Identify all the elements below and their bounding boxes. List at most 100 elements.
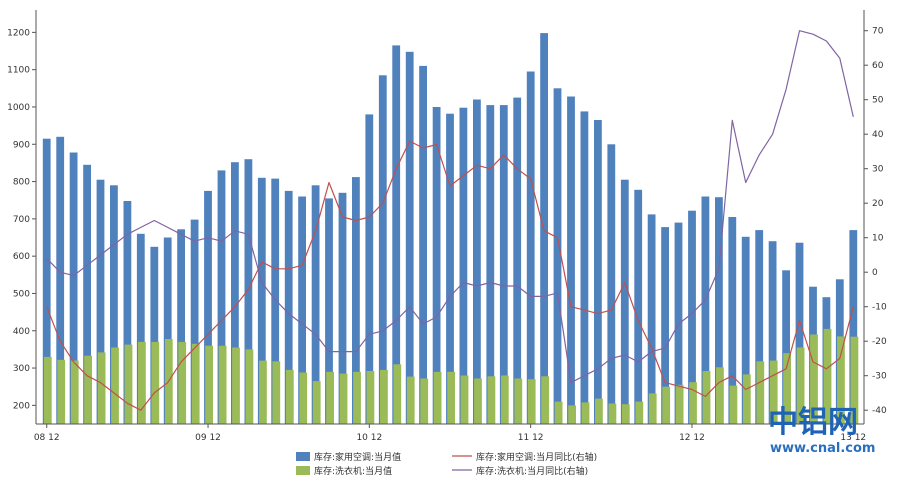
x-tick-label: 09 12 — [195, 433, 221, 443]
legend-label-wm-yoy: 库存:洗衣机:当月同比(右轴) — [476, 465, 588, 477]
bar-ac-stock-7 — [136, 233, 145, 424]
bar-wm-stock-35 — [514, 378, 523, 424]
x-tick-label: 12 12 — [679, 433, 705, 443]
watermark-url: www.cnal.com — [770, 441, 875, 456]
bar-ac-stock-25 — [378, 75, 387, 425]
bar-ac-stock-32 — [473, 99, 481, 424]
y-right-tick-label: 40 — [872, 130, 884, 140]
bar-ac-stock-54 — [768, 241, 777, 424]
y-right-tick-label: 0 — [872, 268, 878, 278]
bar-ac-stock-53 — [755, 230, 764, 424]
bar-wm-stock-4 — [97, 352, 106, 424]
bar-ac-stock-17 — [271, 178, 280, 424]
bar-wm-stock-59 — [837, 336, 845, 424]
bar-wm-stock-44 — [635, 401, 644, 424]
bar-ac-stock-1 — [56, 136, 65, 425]
line-group — [46, 30, 854, 411]
bar-ac-stock-22 — [338, 192, 347, 424]
bar-wm-stock-37 — [541, 376, 550, 424]
bar-ac-stock-27 — [405, 51, 414, 425]
y-right-tick-label: -40 — [872, 406, 887, 416]
bar-ac-stock-14 — [231, 162, 239, 424]
bar-wm-stock-34 — [500, 375, 509, 424]
watermark-logo: 中铝网 www.cnal.com — [768, 405, 875, 456]
bar-ac-stock-39 — [567, 96, 575, 424]
y-left-tick-label: 1200 — [7, 28, 30, 38]
bar-ac-stock-38 — [553, 88, 562, 425]
bar-ac-stock-3 — [83, 164, 91, 425]
tick-labels: 200300400500600700800900100011001200-40-… — [7, 27, 887, 443]
bar-ac-stock-40 — [580, 111, 589, 425]
bar-wm-stock-27 — [406, 376, 415, 424]
y-left-tick-label: 400 — [13, 327, 30, 337]
y-right-tick-label: -10 — [872, 303, 887, 313]
y-right-tick-label: 60 — [872, 61, 884, 71]
bar-wm-stock-7 — [138, 341, 146, 424]
bar-wm-stock-55 — [783, 353, 791, 424]
bar-ac-stock-18 — [284, 190, 293, 424]
y-right-tick-label: 70 — [872, 27, 884, 37]
y-right-tick-label: 30 — [872, 165, 884, 175]
bar-wm-stock-32 — [474, 378, 482, 424]
bar-ac-stock-28 — [419, 65, 427, 425]
legend-label-wm-stock: 库存:洗衣机:当月值 — [314, 465, 392, 477]
line-wm-yoy — [46, 30, 854, 384]
bar-wm-stock-51 — [729, 385, 738, 424]
bar-ac-stock-15 — [244, 159, 253, 424]
y-right-tick-label: 10 — [872, 234, 884, 244]
bar-ac-stock-23 — [352, 177, 360, 424]
bar-wm-stock-49 — [702, 371, 711, 424]
legend-label-ac-yoy: 库存:家用空调:当月同比(右轴) — [476, 451, 597, 463]
bar-ac-stock-8 — [150, 246, 159, 424]
y-right-tick-label: 50 — [872, 96, 884, 106]
bar-wm-stock-42 — [608, 403, 617, 424]
bar-wm-stock-33 — [487, 376, 496, 424]
bar-wm-stock-36 — [527, 379, 536, 424]
bar-wm-stock-2 — [70, 360, 79, 424]
bar-ac-stock-45 — [647, 214, 656, 424]
bar-ac-stock-44 — [634, 189, 643, 424]
bar-wm-stock-18 — [285, 369, 294, 424]
bar-wm-stock-30 — [447, 371, 455, 424]
bar-wm-stock-25 — [380, 369, 388, 424]
bar-ac-stock-16 — [257, 177, 266, 424]
y-left-tick-label: 800 — [13, 178, 30, 188]
bar-wm-stock-31 — [460, 375, 469, 424]
bar-ac-stock-46 — [661, 227, 669, 424]
bar-wm-stock-1 — [57, 359, 66, 424]
y-left-tick-label: 700 — [13, 215, 30, 225]
y-left-tick-label: 200 — [13, 401, 30, 411]
bar-wm-stock-21 — [326, 371, 334, 424]
bar-wm-stock-22 — [339, 373, 348, 424]
bar-wm-stock-29 — [433, 371, 442, 424]
x-tick-label: 08 12 — [34, 433, 60, 443]
bar-wm-stock-19 — [299, 372, 308, 424]
bar-ac-stock-60 — [849, 230, 858, 424]
bar-wm-stock-3 — [84, 355, 92, 424]
bar-ac-stock-10 — [177, 229, 185, 424]
bar-wm-stock-40 — [581, 402, 590, 424]
bar-wm-stock-41 — [595, 398, 603, 424]
bar-wm-stock-48 — [689, 382, 697, 424]
y-left-tick-label: 600 — [13, 252, 30, 262]
bar-wm-stock-13 — [218, 345, 227, 424]
bar-ac-stock-41 — [594, 120, 602, 424]
bar-ac-stock-30 — [446, 113, 454, 424]
bar-ac-stock-12 — [204, 190, 212, 424]
bar-ac-stock-5 — [110, 185, 118, 424]
bar-wm-stock-46 — [662, 386, 671, 424]
bar-wm-stock-6 — [124, 344, 133, 424]
bar-wm-stock-45 — [648, 393, 657, 424]
bar-wm-stock-23 — [353, 371, 361, 424]
legend-swatch-wm-stock — [296, 466, 310, 475]
bar-ac-stock-6 — [123, 201, 132, 424]
bar-ac-stock-36 — [526, 71, 535, 424]
bar-ac-stock-52 — [741, 236, 750, 424]
bar-wm-stock-50 — [716, 367, 724, 424]
bar-wm-stock-17 — [272, 361, 281, 424]
x-tick-label: 10 12 — [356, 433, 382, 443]
bar-wm-stock-0 — [43, 356, 52, 424]
bar-wm-stock-38 — [554, 401, 563, 424]
legend: 库存:家用空调:当月值 库存:家用空调:当月同比(右轴) 库存:洗衣机:当月值 … — [296, 451, 597, 477]
bar-ac-stock-0 — [42, 138, 51, 424]
